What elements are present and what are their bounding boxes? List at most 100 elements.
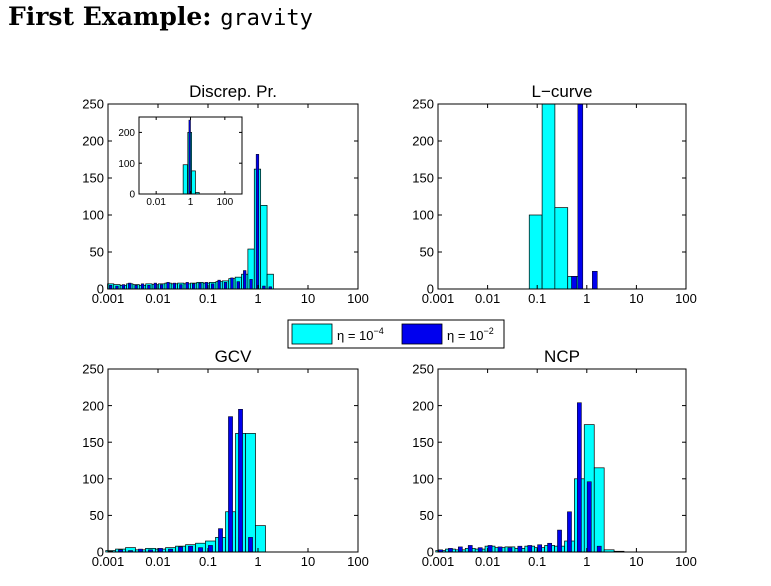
bar-series-2 [178,546,183,553]
y-tick-label: 50 [90,508,104,523]
bar-series-2 [448,548,453,553]
y-tick-label: 100 [412,208,434,223]
y-tick-label: 150 [82,171,104,186]
bar-series-2 [577,103,584,290]
y-tick-label: 200 [412,134,434,149]
y-tick-label: 250 [82,362,104,377]
legend: η = 10−4 η = 10−2 [287,319,505,349]
bar-series-2 [507,547,513,553]
y-tick-label: 150 [82,435,104,450]
bar-series-2 [198,282,202,290]
legend-swatch [291,323,333,345]
bar-series-1 [541,103,556,290]
legend-label: η = 10−2 [447,326,494,343]
x-tick-label: 1 [583,554,590,569]
bar-series-2 [166,282,170,290]
x-tick-label: 0.001 [92,291,125,306]
chart-title: Discrep. Pr. [189,82,277,101]
x-tick-label: 0.001 [422,291,455,306]
y-tick-label: 0 [427,545,434,560]
bar-series-2 [248,537,253,553]
x-tick-label: 10 [301,554,315,569]
bar-series-2 [255,154,260,290]
bar-series-2 [586,481,592,553]
bar-series-2 [243,270,247,290]
y-tick-label: 0 [97,545,104,560]
chart-title: GCV [215,347,253,366]
x-tick-label: 10 [629,291,643,306]
x-tick-label: 1 [254,291,261,306]
bar-series-1 [554,207,569,290]
bar-series-1 [260,205,268,290]
chart-discrep-inset: 0.01 1 100 0 100 200 [118,116,243,208]
bar-series-2 [191,283,196,290]
bar-series-2 [172,282,177,290]
bar-series-1 [593,467,605,553]
bar-series-2 [517,545,523,553]
slide-title-text: First Example: [8,2,212,31]
x-tick-label: 0.1 [199,291,217,306]
x-tick-label: 0.001 [422,554,455,569]
bar-series-2 [457,546,463,553]
chart-lcurve: 0.001 0.01 0.1 1 10 100 0 50 100 150 200 250 L−curve [412,82,697,306]
bar-series-1 [255,525,266,553]
bar-series-2 [527,545,533,553]
x-tick-label: 100 [347,291,369,306]
bar-series-2 [238,409,243,553]
y-tick-label: 0 [427,282,434,297]
x-tick-label: 0.01 [145,291,170,306]
bar-series-1 [191,170,196,195]
bar-series-2 [467,545,473,553]
y-tick-label: 250 [412,362,434,377]
chart-title: L−curve [532,82,593,101]
chart-ncp: 0.001 0.01 0.1 1 10 100 0 50 100 150 200 250 NCP [412,347,697,569]
plot-frame [107,368,359,553]
bar-series-2 [228,416,233,553]
x-tick-label: 1 [188,197,194,208]
bar-series-1 [245,433,256,553]
bar-series-2 [198,547,203,553]
bar-series-2 [547,542,552,553]
chart-title: NCP [544,347,580,366]
y-tick-label: 150 [412,171,434,186]
y-tick-label: 50 [90,245,104,260]
x-tick-label: 0.01 [475,291,500,306]
bar-series-2 [487,545,493,553]
bar-series-2 [153,282,157,290]
bar-series-2 [537,544,542,553]
bar-series-2 [188,119,191,195]
x-tick-label: 0.1 [528,291,546,306]
bar-series-2 [208,545,213,553]
bar-series-1 [182,164,188,195]
bar-series-2 [230,277,234,290]
x-tick-label: 100 [347,554,369,569]
bar-series-2 [577,402,582,553]
bar-series-2 [236,281,240,290]
bar-series-2 [218,528,223,553]
x-tick-label: 1 [254,554,261,569]
bar-series-2 [477,547,483,553]
bar-series-2 [249,279,253,290]
y-tick-label: 150 [412,435,434,450]
x-tick-label: 100 [675,291,697,306]
y-tick-label: 200 [82,398,104,413]
bar-series-2 [217,279,221,290]
x-tick-label: 0.01 [146,197,166,208]
y-tick-label: 250 [412,97,434,112]
bar-series-2 [497,546,503,553]
bar-series-2 [159,284,164,290]
y-tick-label: 50 [420,245,434,260]
y-tick-label: 100 [82,208,104,223]
bar-series-2 [121,284,125,290]
slide-title: First Example: gravity [8,2,313,31]
x-tick-label: 0.01 [475,554,500,569]
bar-series-2 [204,282,208,290]
plot-frame [437,103,687,290]
plot-area [437,368,687,553]
bar-series-2 [158,548,163,553]
x-tick-label: 0.001 [92,554,125,569]
chart-gcv: 0.001 0.01 0.1 1 10 100 0 50 100 150 200 250 GCV [82,347,369,569]
y-tick-label: 100 [412,471,434,486]
x-tick-label: 0.01 [145,554,170,569]
